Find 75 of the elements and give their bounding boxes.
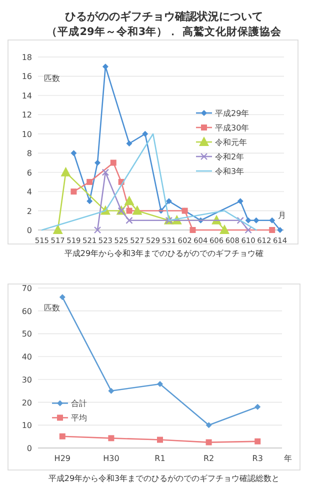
point bbox=[269, 227, 276, 233]
point bbox=[269, 217, 276, 224]
point bbox=[60, 166, 71, 176]
legend-label: 平成29年 bbox=[215, 109, 250, 118]
x-axis-title: 月 bbox=[278, 211, 286, 220]
x-tick-label: R1 bbox=[154, 454, 166, 463]
point bbox=[206, 439, 212, 446]
y-tick-label: 30 bbox=[22, 375, 32, 384]
x-tick-label: R2 bbox=[203, 454, 214, 463]
point bbox=[277, 227, 284, 233]
y-tick-label: 10 bbox=[22, 130, 32, 139]
point bbox=[102, 168, 110, 176]
point bbox=[108, 388, 114, 394]
y-tick-label: 2 bbox=[26, 206, 32, 216]
legend-label: 平均 bbox=[71, 414, 87, 423]
y-tick-label: 12 bbox=[22, 110, 32, 120]
y-axis-title: 匹数 bbox=[44, 303, 60, 312]
y-tick-label: 0 bbox=[26, 226, 32, 235]
point bbox=[52, 224, 63, 234]
point bbox=[59, 294, 66, 300]
x-tick-label: R3 bbox=[252, 454, 263, 463]
y-tick-label: 4 bbox=[26, 188, 32, 197]
point bbox=[126, 216, 133, 224]
point bbox=[254, 438, 261, 444]
chart-title: ひるがののギフチョウ確認状況について bbox=[65, 10, 263, 23]
point bbox=[124, 196, 134, 206]
point bbox=[108, 435, 114, 442]
legend-label: 令和元年 bbox=[215, 138, 247, 147]
y-tick-label: 70 bbox=[22, 284, 32, 293]
legend-label: 合計 bbox=[71, 399, 87, 408]
y-tick-label: 14 bbox=[22, 91, 32, 100]
point bbox=[70, 150, 77, 156]
legend-label: 平成30年 bbox=[215, 124, 250, 132]
y-tick-label: 50 bbox=[22, 330, 32, 339]
point bbox=[59, 433, 66, 440]
point bbox=[132, 205, 142, 215]
point bbox=[236, 216, 244, 224]
point bbox=[94, 226, 102, 234]
y-tick-label: 16 bbox=[22, 72, 32, 82]
point bbox=[253, 217, 260, 224]
point bbox=[94, 160, 101, 166]
y-tick-label: 40 bbox=[22, 352, 32, 362]
point bbox=[86, 178, 93, 185]
point bbox=[126, 208, 132, 214]
chart-subtitle: （平成29年～令和3年）． 高鷲文化財保護協会 bbox=[46, 25, 282, 38]
text: 平成29年から令和3年までのひるがのでのギフチョウ確認総数と bbox=[48, 474, 280, 483]
point bbox=[237, 198, 244, 204]
point bbox=[142, 130, 148, 137]
point bbox=[86, 198, 93, 204]
y-tick-label: 18 bbox=[22, 53, 32, 62]
point bbox=[245, 217, 252, 224]
point bbox=[190, 227, 196, 233]
legend-label: 令和2年 bbox=[215, 152, 244, 162]
y-axis-title: 匹数 bbox=[44, 74, 60, 84]
y-tick-label: 60 bbox=[22, 306, 32, 316]
y-tick-label: 8 bbox=[26, 149, 32, 158]
point bbox=[219, 224, 230, 234]
y-tick-label: 10 bbox=[22, 421, 32, 430]
y-tick-label: 6 bbox=[26, 168, 32, 178]
y-tick-label: 20 bbox=[22, 398, 32, 408]
point bbox=[157, 436, 163, 443]
point bbox=[70, 188, 77, 195]
legend-label: 令和3年 bbox=[215, 167, 244, 176]
point bbox=[126, 140, 132, 146]
y-tick-label: 0 bbox=[26, 444, 32, 453]
point bbox=[166, 198, 172, 204]
x-axis-title: 年 bbox=[284, 454, 292, 463]
x-tick-label: H30 bbox=[103, 454, 120, 463]
point bbox=[110, 160, 116, 166]
point bbox=[206, 422, 212, 428]
point bbox=[244, 226, 252, 234]
point bbox=[157, 381, 163, 387]
x-tick-label: H29 bbox=[54, 454, 70, 463]
text: 平成29年から令和3年までのひるがのでのギフチョウ確 bbox=[64, 249, 264, 258]
point bbox=[254, 404, 261, 410]
